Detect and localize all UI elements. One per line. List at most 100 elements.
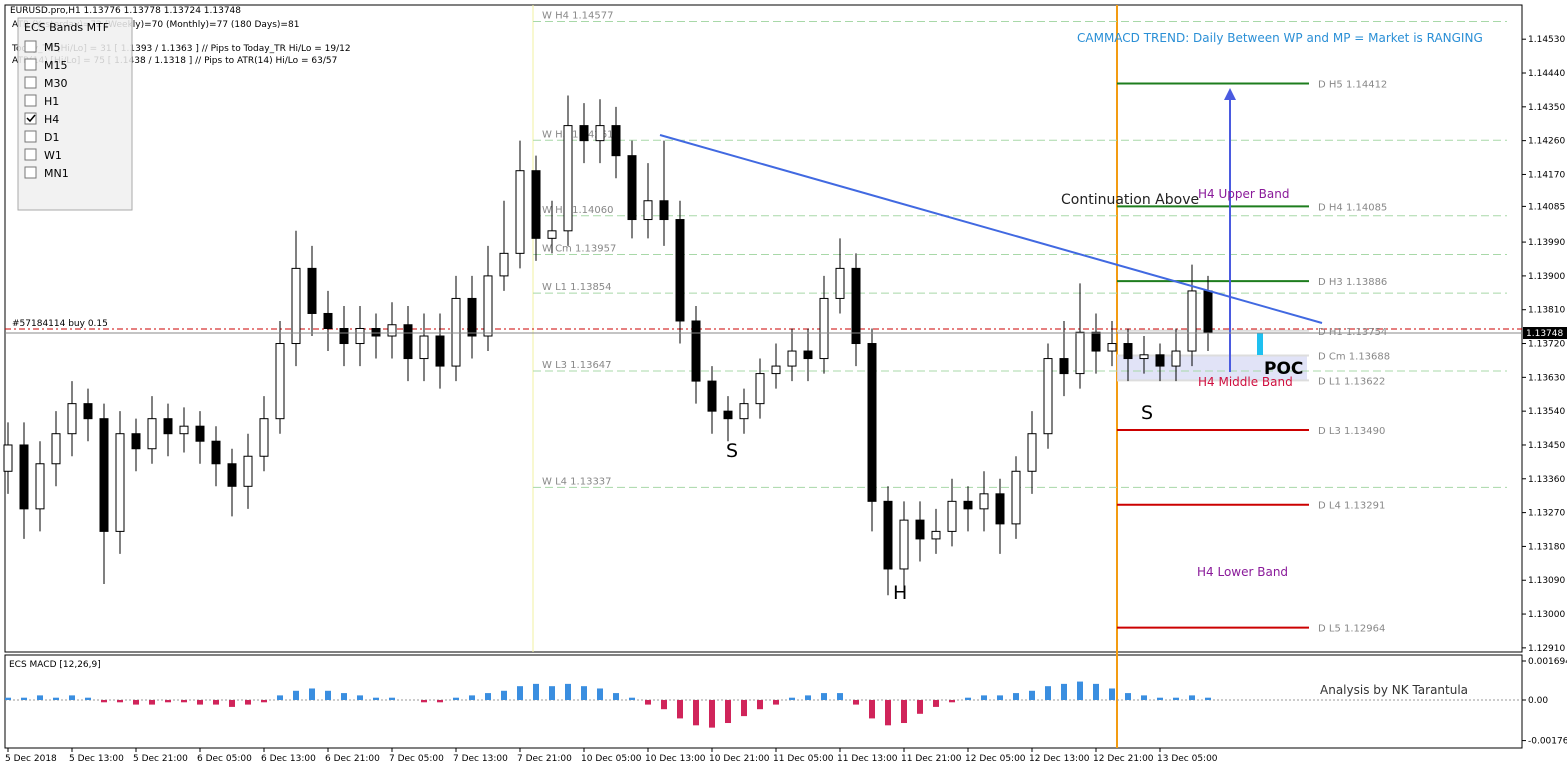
candle-body xyxy=(883,500,893,570)
candle-body xyxy=(1123,343,1133,360)
checkbox-label[interactable]: D1 xyxy=(44,131,59,144)
checkbox-label[interactable]: M5 xyxy=(44,41,61,54)
checkbox[interactable] xyxy=(24,148,37,161)
y-tick-label: 1.13180 xyxy=(1528,542,1565,552)
daily-level-label: D H4 1.14085 xyxy=(1318,202,1387,213)
macd-bar xyxy=(341,693,347,700)
macd-bar xyxy=(869,699,875,719)
macd-bar xyxy=(1141,695,1147,700)
daily-level-label: D L5 1.12964 xyxy=(1318,624,1385,635)
panel-title: ECS Bands MTF xyxy=(24,21,109,34)
header-line: Today_TR [Hi/Lo] = 31 [ 1.1393 / 1.1363 … xyxy=(11,44,351,54)
checkbox-label[interactable]: M15 xyxy=(44,59,68,72)
macd-bar xyxy=(1125,693,1131,700)
checkbox[interactable] xyxy=(24,130,37,143)
x-tick-label: 7 Dec 05:00 xyxy=(389,754,444,764)
checkbox-label[interactable]: M30 xyxy=(44,77,68,90)
macd-bar xyxy=(1093,683,1099,700)
candle-body xyxy=(355,328,365,345)
candle-body xyxy=(627,155,637,221)
macd-bar xyxy=(997,695,1003,700)
macd-bar xyxy=(901,699,907,724)
macd-bar xyxy=(421,699,427,703)
macd-bar xyxy=(917,699,923,714)
candle-body xyxy=(547,230,557,239)
daily-level-label: D L3 1.13490 xyxy=(1318,426,1385,437)
x-tick-label: 10 Dec 21:00 xyxy=(709,754,770,764)
poc-zone xyxy=(1117,356,1307,380)
macd-bar xyxy=(357,695,363,700)
poc-marker xyxy=(1257,333,1263,355)
candle-body xyxy=(211,440,221,465)
trendline xyxy=(659,134,1323,324)
checkbox[interactable] xyxy=(24,112,37,125)
candle-body xyxy=(915,519,925,540)
macd-bar xyxy=(437,699,443,703)
candle-body xyxy=(131,433,141,450)
macd-bar xyxy=(85,697,91,700)
macd-bar xyxy=(1205,697,1211,700)
macd-bar xyxy=(149,699,155,705)
daily-level-label: D H3 1.13886 xyxy=(1318,277,1387,288)
y-tick-label: 1.13720 xyxy=(1528,340,1565,350)
pattern-label: S xyxy=(1141,402,1153,424)
candle-body xyxy=(147,418,157,450)
checkbox-label[interactable]: H1 xyxy=(44,95,59,108)
y-tick-label: 1.13270 xyxy=(1528,509,1565,519)
macd-bar xyxy=(53,697,59,700)
checkbox[interactable] xyxy=(24,76,37,89)
candle-body xyxy=(1091,331,1101,352)
x-tick-label: 5 Dec 2018 xyxy=(5,754,57,764)
checkbox[interactable] xyxy=(24,40,37,53)
weekly-level-label: W L1 1.13854 xyxy=(542,282,612,293)
poc-label: POC xyxy=(1264,359,1303,379)
candle-body xyxy=(995,493,1005,525)
checkbox-label[interactable]: W1 xyxy=(44,149,62,162)
macd-bar xyxy=(181,699,187,703)
candle-body xyxy=(899,519,909,570)
pattern-label: H xyxy=(893,582,907,604)
candle-body xyxy=(259,418,269,457)
order-label: #57184114 buy 0.15 xyxy=(12,319,108,329)
x-tick-label: 10 Dec 05:00 xyxy=(581,754,642,764)
candle-body xyxy=(451,297,461,367)
macd-bar xyxy=(965,697,971,700)
header-line: ATR (Yesterday)=72 (Weekly)=70 (Monthly)… xyxy=(12,20,299,30)
checkbox[interactable] xyxy=(24,166,37,179)
macd-bar xyxy=(69,695,75,700)
candle-body xyxy=(563,125,573,232)
macd-bar xyxy=(629,697,635,700)
candle-body xyxy=(1043,358,1053,435)
checkbox-label[interactable]: MN1 xyxy=(44,167,69,180)
candle-body xyxy=(1059,358,1069,375)
trend-text: CAMMACD TREND: Daily Between WP and MP =… xyxy=(1077,31,1483,45)
macd-bar xyxy=(213,699,219,705)
macd-bar xyxy=(645,699,651,705)
candle-body xyxy=(51,433,61,465)
y-tick-label: 1.13540 xyxy=(1528,407,1565,417)
candle-body xyxy=(659,200,669,221)
macd-bar xyxy=(549,686,555,700)
macd-bar xyxy=(597,688,603,700)
macd-bar xyxy=(277,695,283,700)
candle-body xyxy=(1011,470,1021,525)
macd-bar xyxy=(373,697,379,700)
y-tick-label: 1.14170 xyxy=(1528,170,1565,180)
macd-bar xyxy=(757,699,763,710)
x-tick-label: 12 Dec 05:00 xyxy=(965,754,1026,764)
checkbox[interactable] xyxy=(24,58,37,71)
x-tick-label: 11 Dec 13:00 xyxy=(837,754,898,764)
candle-body xyxy=(707,380,717,412)
checkbox-label[interactable]: H4 xyxy=(44,113,59,126)
macd-bar xyxy=(197,699,203,705)
checkbox[interactable] xyxy=(24,94,37,107)
timeframe-panel: ECS Bands MTF M5 M15 M30 H1 H4 D1 W1 MN1 xyxy=(17,17,133,211)
candle-body xyxy=(371,328,381,337)
candle-body xyxy=(307,267,317,314)
y-tick-label: 1.13360 xyxy=(1528,475,1565,485)
macd-bar xyxy=(1173,697,1179,700)
macd-bar xyxy=(1157,697,1163,700)
candle-body xyxy=(83,403,93,420)
y-tick-label: 1.13900 xyxy=(1528,272,1565,282)
candle-body xyxy=(691,320,701,382)
